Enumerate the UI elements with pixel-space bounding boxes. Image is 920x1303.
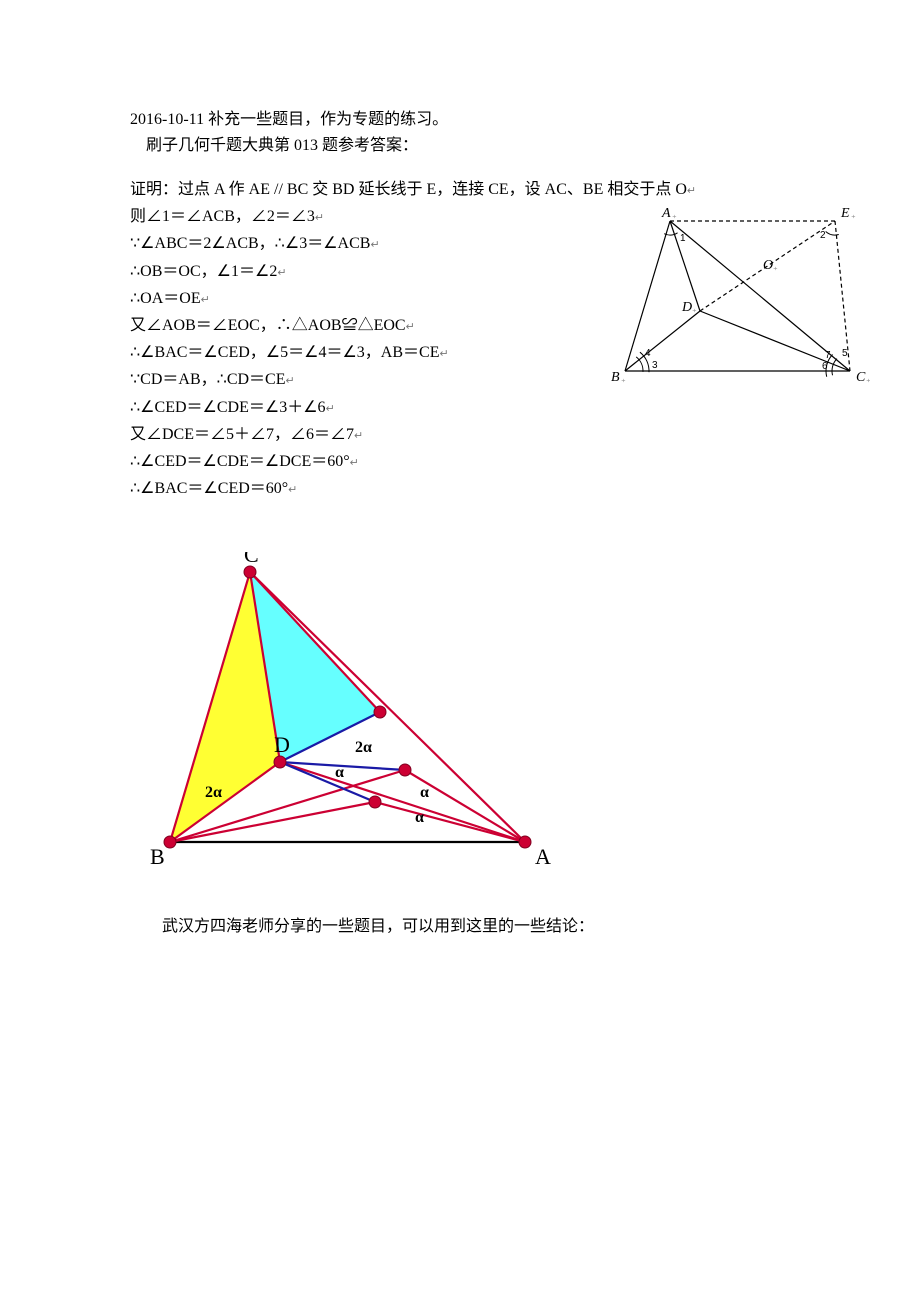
proof-line: ∴∠CED＝∠CDE＝∠DCE＝60°↵ <box>130 448 600 475</box>
proof-line: ∴∠BAC＝∠CED，∠5＝∠4＝∠3，AB＝CE↵ <box>130 339 600 366</box>
svg-text:2α: 2α <box>205 784 222 801</box>
svg-text:₊: ₊ <box>851 210 856 220</box>
proof-line: ∵∠ABC＝2∠ACB，∴∠3＝∠ACB↵ <box>130 230 600 257</box>
proof-line: ∴∠BAC＝∠CED＝60°↵ <box>130 475 600 502</box>
svg-text:D: D <box>681 300 692 315</box>
svg-text:α: α <box>335 764 344 781</box>
svg-text:7: 7 <box>825 350 831 361</box>
diagram-2: CBAD2α2αααα <box>140 552 560 882</box>
svg-text:5: 5 <box>842 348 848 359</box>
svg-text:4: 4 <box>645 348 651 359</box>
diagram-1: A₊E₊B₊C₊D₊O₊1243765 <box>610 206 870 396</box>
svg-text:₊: ₊ <box>773 262 778 272</box>
proof-line: ∴OA＝OE↵ <box>130 285 600 312</box>
proof-line: ∴OB＝OC，∠1＝∠2↵ <box>130 258 600 285</box>
proof-text: 证明：过点 A 作 AE // BC 交 BD 延长线于 E，连接 CE，设 A… <box>130 176 600 502</box>
proof-line: 证明：过点 A 作 AE // BC 交 BD 延长线于 E，连接 CE，设 A… <box>130 176 600 203</box>
svg-text:C: C <box>244 552 259 567</box>
svg-text:3: 3 <box>652 360 658 371</box>
svg-text:O: O <box>763 258 773 273</box>
svg-text:₊: ₊ <box>672 210 677 220</box>
svg-text:A: A <box>661 206 671 221</box>
svg-text:₊: ₊ <box>692 304 697 314</box>
footer-text: 武汉方四海老师分享的一些题目，可以用到这里的一些结论： <box>130 912 830 936</box>
svg-text:1: 1 <box>680 233 686 244</box>
svg-text:₊: ₊ <box>621 374 626 384</box>
svg-text:A: A <box>535 844 551 869</box>
svg-text:2α: 2α <box>355 739 372 756</box>
proof-line: 则∠1＝∠ACB，∠2＝∠3↵ <box>130 203 600 230</box>
proof-line: 又∠AOB＝∠EOC，∴△AOB≌△EOC↵ <box>130 312 600 339</box>
intro-line-2: 刷子几何千题大典第 013 题参考答案： <box>130 134 830 158</box>
svg-text:6: 6 <box>822 361 828 372</box>
svg-text:B: B <box>611 370 620 385</box>
svg-text:α: α <box>420 784 429 801</box>
svg-text:D: D <box>274 732 290 757</box>
proof-line: ∴∠CED＝∠CDE＝∠3＋∠6↵ <box>130 394 600 421</box>
svg-text:E: E <box>840 206 850 221</box>
svg-text:B: B <box>150 844 165 869</box>
proof-block: 证明：过点 A 作 AE // BC 交 BD 延长线于 E，连接 CE，设 A… <box>130 176 830 502</box>
svg-text:2: 2 <box>820 230 826 241</box>
svg-text:₊: ₊ <box>866 374 870 384</box>
proof-line: ∵CD＝AB，∴CD＝CE↵ <box>130 366 600 393</box>
document-page: 2016-10-11 补充一些题目，作为专题的练习。 刷子几何千题大典第 013… <box>0 0 920 996</box>
svg-text:α: α <box>415 809 424 826</box>
intro-line-1: 2016-10-11 补充一些题目，作为专题的练习。 <box>130 108 830 132</box>
svg-text:C: C <box>856 370 866 385</box>
proof-line: 又∠DCE＝∠5＋∠7，∠6＝∠7↵ <box>130 421 600 448</box>
